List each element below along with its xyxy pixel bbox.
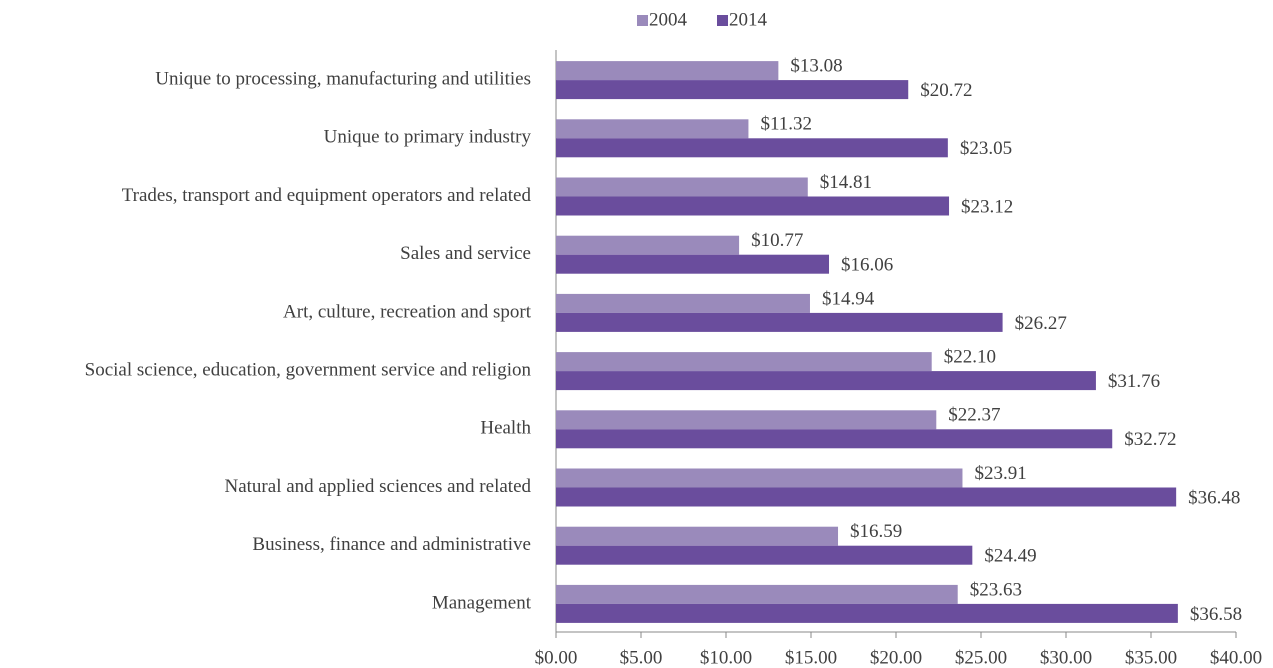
data-label: $14.94 xyxy=(822,288,875,309)
y-tick-label: Health xyxy=(480,418,531,439)
y-tick-label: Sales and service xyxy=(400,243,531,264)
x-tick-label: $35.00 xyxy=(1125,647,1177,668)
x-tick-label: $5.00 xyxy=(620,647,663,668)
data-label: $22.37 xyxy=(948,405,1000,426)
data-label: $26.27 xyxy=(1015,313,1067,334)
legend-label: 2014 xyxy=(729,9,768,30)
bar xyxy=(556,429,1113,449)
data-label: $36.48 xyxy=(1188,487,1240,508)
data-label: $10.77 xyxy=(751,230,803,251)
x-tick-label: $15.00 xyxy=(785,647,837,668)
y-tick-label: Business, finance and administrative xyxy=(252,534,531,555)
data-label: $11.32 xyxy=(760,114,812,135)
y-tick-label: Management xyxy=(432,592,532,613)
bar xyxy=(556,526,839,546)
data-label: $23.91 xyxy=(974,463,1026,484)
data-label: $14.81 xyxy=(820,172,872,193)
bar xyxy=(556,584,958,604)
x-tick-label: $40.00 xyxy=(1210,647,1262,668)
data-label: $13.08 xyxy=(790,55,842,76)
data-label: $31.76 xyxy=(1108,371,1160,392)
bar xyxy=(556,603,1178,623)
x-tick-label: $20.00 xyxy=(870,647,922,668)
data-label: $36.58 xyxy=(1190,604,1242,625)
data-label: $23.05 xyxy=(960,138,1012,159)
data-label: $20.72 xyxy=(920,80,972,101)
bar xyxy=(556,293,810,313)
data-label: $23.12 xyxy=(961,196,1013,217)
data-label: $16.59 xyxy=(850,521,902,542)
bar xyxy=(556,119,749,139)
data-label: $32.72 xyxy=(1124,429,1176,450)
bar xyxy=(556,177,808,197)
y-tick-label: Unique to primary industry xyxy=(324,127,532,148)
data-label: $16.06 xyxy=(841,255,893,276)
bar xyxy=(556,80,909,100)
bar xyxy=(556,61,779,81)
bar xyxy=(556,371,1096,391)
bar xyxy=(556,235,740,255)
y-tick-label: Art, culture, recreation and sport xyxy=(283,301,532,322)
data-label: $23.63 xyxy=(970,579,1022,600)
y-tick-label: Natural and applied sciences and related xyxy=(225,476,532,497)
bar xyxy=(556,138,948,158)
legend-label: 2004 xyxy=(649,9,688,30)
x-tick-label: $10.00 xyxy=(700,647,752,668)
bar xyxy=(556,410,937,430)
bar xyxy=(556,487,1177,507)
y-tick-label: Social science, education, government se… xyxy=(85,359,532,380)
y-tick-label: Unique to processing, manufacturing and … xyxy=(155,68,531,89)
bar xyxy=(556,352,932,372)
bar xyxy=(556,254,830,274)
legend-swatch xyxy=(637,15,648,26)
x-tick-label: $30.00 xyxy=(1040,647,1092,668)
data-label: $22.10 xyxy=(944,346,996,367)
data-label: $24.49 xyxy=(984,546,1036,567)
bar xyxy=(556,312,1003,332)
y-tick-label: Trades, transport and equipment operator… xyxy=(122,185,532,206)
bar xyxy=(556,196,950,216)
x-tick-label: $25.00 xyxy=(955,647,1007,668)
legend-swatch xyxy=(717,15,728,26)
bar xyxy=(556,545,973,565)
x-tick-label: $0.00 xyxy=(535,647,578,668)
bar xyxy=(556,468,963,488)
